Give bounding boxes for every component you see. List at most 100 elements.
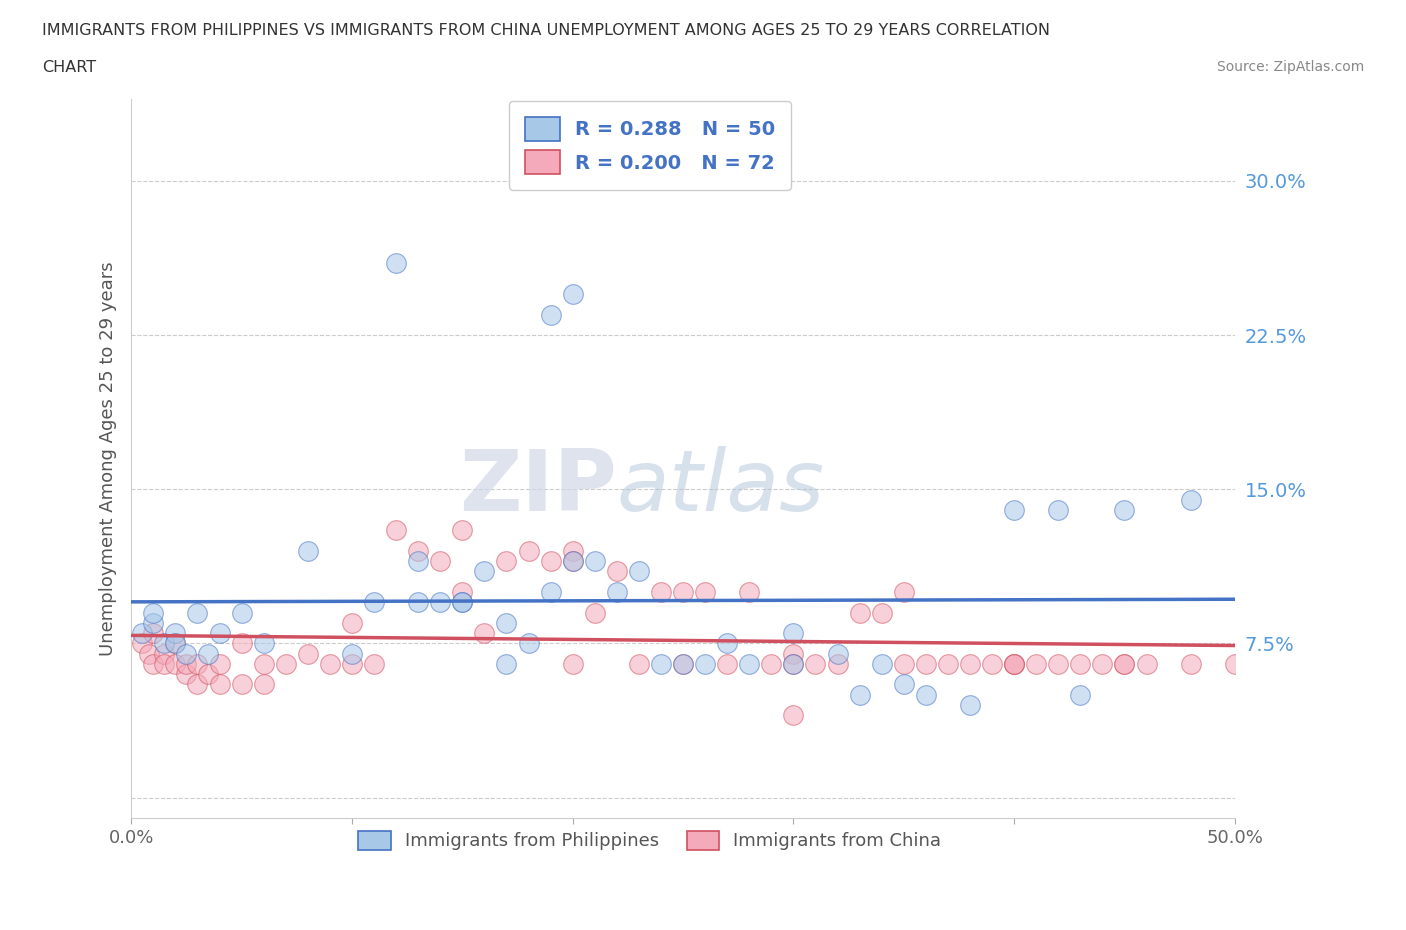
Point — [231, 636, 253, 651]
Point — [495, 553, 517, 568]
Point — [1069, 657, 1091, 671]
Point — [1135, 657, 1157, 671]
Point — [672, 657, 695, 671]
Point — [583, 605, 606, 620]
Point — [561, 553, 583, 568]
Point — [606, 564, 628, 578]
Legend: Immigrants from Philippines, Immigrants from China: Immigrants from Philippines, Immigrants … — [349, 821, 950, 859]
Point — [936, 657, 959, 671]
Text: ZIP: ZIP — [458, 445, 617, 528]
Point — [186, 605, 208, 620]
Point — [761, 657, 783, 671]
Point — [540, 585, 562, 600]
Point — [914, 687, 936, 702]
Point — [253, 657, 276, 671]
Point — [406, 553, 429, 568]
Point — [693, 657, 716, 671]
Point — [274, 657, 297, 671]
Point — [406, 543, 429, 558]
Point — [627, 657, 650, 671]
Point — [1114, 657, 1136, 671]
Point — [406, 595, 429, 610]
Point — [363, 657, 385, 671]
Point — [186, 677, 208, 692]
Point — [1114, 657, 1136, 671]
Point — [385, 523, 408, 538]
Point — [540, 307, 562, 322]
Point — [693, 585, 716, 600]
Point — [782, 657, 804, 671]
Point — [716, 636, 738, 651]
Point — [1002, 657, 1025, 671]
Point — [782, 626, 804, 641]
Point — [782, 646, 804, 661]
Point — [253, 636, 276, 651]
Point — [429, 595, 451, 610]
Point — [153, 646, 176, 661]
Point — [782, 657, 804, 671]
Point — [451, 585, 474, 600]
Text: Source: ZipAtlas.com: Source: ZipAtlas.com — [1216, 60, 1364, 74]
Point — [142, 616, 165, 631]
Point — [131, 636, 153, 651]
Point — [297, 646, 319, 661]
Point — [738, 657, 761, 671]
Point — [495, 657, 517, 671]
Point — [451, 595, 474, 610]
Point — [1002, 502, 1025, 517]
Point — [451, 523, 474, 538]
Point — [1114, 502, 1136, 517]
Point — [208, 626, 231, 641]
Point — [197, 667, 219, 682]
Point — [363, 595, 385, 610]
Text: IMMIGRANTS FROM PHILIPPINES VS IMMIGRANTS FROM CHINA UNEMPLOYMENT AMONG AGES 25 : IMMIGRANTS FROM PHILIPPINES VS IMMIGRANT… — [42, 23, 1050, 38]
Point — [738, 585, 761, 600]
Point — [650, 585, 672, 600]
Point — [914, 657, 936, 671]
Point — [231, 605, 253, 620]
Point — [1047, 502, 1070, 517]
Point — [176, 646, 198, 661]
Point — [319, 657, 342, 671]
Point — [451, 595, 474, 610]
Point — [208, 677, 231, 692]
Point — [142, 626, 165, 641]
Point — [429, 553, 451, 568]
Point — [165, 636, 187, 651]
Point — [385, 256, 408, 271]
Point — [340, 657, 363, 671]
Point — [848, 605, 870, 620]
Point — [716, 657, 738, 671]
Point — [1069, 687, 1091, 702]
Point — [142, 657, 165, 671]
Point — [165, 626, 187, 641]
Point — [870, 657, 893, 671]
Point — [848, 687, 870, 702]
Point — [561, 286, 583, 301]
Point — [186, 657, 208, 671]
Point — [176, 667, 198, 682]
Point — [959, 657, 981, 671]
Point — [650, 657, 672, 671]
Point — [1047, 657, 1070, 671]
Point — [208, 657, 231, 671]
Point — [870, 605, 893, 620]
Point — [297, 543, 319, 558]
Point — [561, 553, 583, 568]
Point — [340, 616, 363, 631]
Point — [1002, 657, 1025, 671]
Point — [583, 553, 606, 568]
Point — [153, 657, 176, 671]
Point — [672, 657, 695, 671]
Point — [672, 585, 695, 600]
Point — [1180, 657, 1202, 671]
Point — [253, 677, 276, 692]
Point — [138, 646, 160, 661]
Point — [893, 585, 915, 600]
Point — [1002, 657, 1025, 671]
Point — [517, 543, 540, 558]
Point — [782, 708, 804, 723]
Point — [1223, 657, 1246, 671]
Point — [1025, 657, 1047, 671]
Point — [606, 585, 628, 600]
